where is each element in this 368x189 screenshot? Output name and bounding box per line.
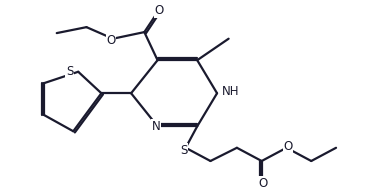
Text: S: S <box>180 144 188 157</box>
Text: O: O <box>107 34 116 47</box>
Text: O: O <box>155 4 164 17</box>
Text: N: N <box>152 120 160 133</box>
Text: O: O <box>259 177 268 189</box>
Text: S: S <box>66 65 73 78</box>
Text: NH: NH <box>222 85 240 98</box>
Text: O: O <box>283 140 293 153</box>
